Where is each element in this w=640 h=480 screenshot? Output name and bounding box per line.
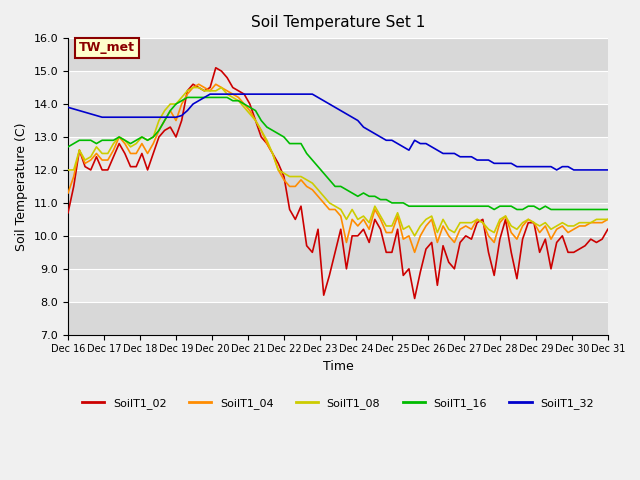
Text: TW_met: TW_met <box>79 41 135 54</box>
Bar <box>68 203 608 236</box>
Y-axis label: Soil Temperature (C): Soil Temperature (C) <box>15 122 28 251</box>
Bar <box>68 302 608 335</box>
Bar <box>68 170 608 203</box>
Bar <box>68 104 608 137</box>
Bar <box>68 137 608 170</box>
X-axis label: Time: Time <box>323 360 353 373</box>
Title: Soil Temperature Set 1: Soil Temperature Set 1 <box>251 15 425 30</box>
Bar <box>68 38 608 71</box>
Bar <box>68 236 608 269</box>
Legend: SoilT1_02, SoilT1_04, SoilT1_08, SoilT1_16, SoilT1_32: SoilT1_02, SoilT1_04, SoilT1_08, SoilT1_… <box>77 394 598 413</box>
Bar <box>68 269 608 302</box>
Bar <box>68 71 608 104</box>
